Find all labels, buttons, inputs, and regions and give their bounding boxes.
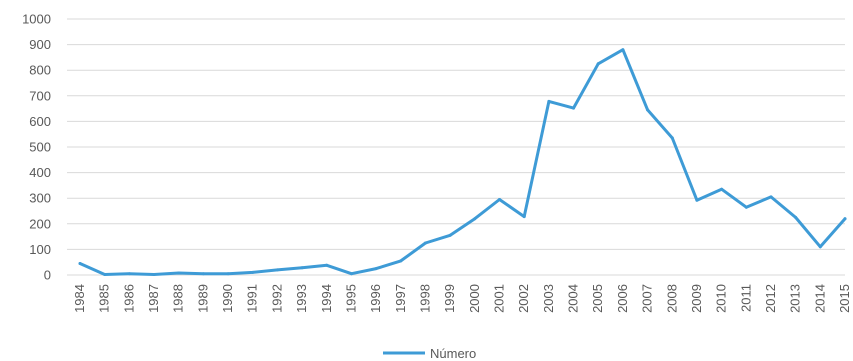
y-tick-label: 700	[29, 88, 51, 103]
x-tick-label: 1984	[72, 284, 87, 313]
x-tick-label: 1988	[171, 284, 186, 313]
y-tick-label: 300	[29, 191, 51, 206]
x-tick-label: 1998	[417, 284, 432, 313]
x-tick-label: 1986	[121, 284, 136, 313]
x-tick-label: 2000	[467, 284, 482, 313]
data-point	[844, 217, 847, 220]
data-point	[399, 259, 402, 262]
legend: Número	[383, 346, 476, 361]
y-tick-label: 900	[29, 37, 51, 52]
y-tick-label: 400	[29, 165, 51, 180]
data-point	[449, 234, 452, 237]
data-point	[572, 107, 575, 110]
data-point	[473, 217, 476, 220]
x-tick-label: 1995	[343, 284, 358, 313]
data-point	[671, 137, 674, 140]
data-point	[770, 195, 773, 198]
x-tick-label: 2003	[541, 284, 556, 313]
x-tick-label: 1989	[195, 284, 210, 313]
data-point	[350, 272, 353, 275]
legend-label: Número	[430, 346, 476, 361]
series-line-0	[80, 50, 845, 275]
data-point	[745, 206, 748, 209]
data-point	[202, 272, 205, 275]
y-tick-label: 1000	[22, 12, 51, 27]
gridlines	[67, 19, 845, 249]
x-tick-label: 1985	[97, 284, 112, 313]
x-tick-label: 1996	[368, 284, 383, 313]
x-tick-label: 2013	[788, 284, 803, 313]
x-tick-label: 2008	[664, 284, 679, 313]
data-point	[794, 216, 797, 219]
data-point	[276, 268, 279, 271]
data-point	[251, 271, 254, 274]
x-tick-label: 2014	[812, 284, 827, 313]
x-tick-label: 1990	[220, 284, 235, 313]
data-point	[621, 48, 624, 51]
x-tick-label: 2007	[640, 284, 655, 313]
x-tick-label: 2005	[590, 284, 605, 313]
data-point	[720, 188, 723, 191]
x-tick-label: 1994	[319, 284, 334, 313]
x-tick-label: 1993	[294, 284, 309, 313]
data-point	[227, 272, 230, 275]
data-point	[325, 264, 328, 267]
x-tick-label: 2011	[738, 284, 753, 312]
x-tick-label: 2015	[837, 284, 852, 313]
data-point	[424, 242, 427, 245]
data-point	[79, 262, 82, 265]
y-tick-label: 500	[29, 140, 51, 155]
y-tick-label: 800	[29, 63, 51, 78]
data-point	[597, 62, 600, 65]
data-point	[103, 273, 106, 276]
x-axis-tick-labels: 1984 1985 1986 1987 1988 1989 1990 1991 1992 1993…	[72, 284, 852, 313]
x-tick-label: 1997	[393, 284, 408, 313]
x-tick-label: 1999	[442, 284, 457, 313]
data-point	[819, 245, 822, 248]
data-point	[375, 267, 378, 270]
data-point	[177, 272, 180, 275]
data-point	[301, 266, 304, 269]
y-tick-label: 100	[29, 242, 51, 257]
data-point	[498, 198, 501, 201]
data-point	[128, 272, 131, 275]
x-tick-label: 2012	[763, 284, 778, 313]
y-axis-tick-labels: 0 100 200 300 400 500 600 700 800 900 1000	[22, 12, 51, 283]
x-tick-label: 2006	[615, 284, 630, 313]
x-tick-label: 2009	[689, 284, 704, 313]
x-tick-label: 1987	[146, 284, 161, 313]
x-tick-label: 1991	[245, 284, 260, 313]
y-tick-label: 600	[29, 114, 51, 129]
x-tick-label: 2001	[492, 284, 507, 313]
x-tick-label: 1992	[269, 284, 284, 313]
data-point	[523, 215, 526, 218]
y-tick-label: 0	[44, 268, 51, 283]
series-group	[79, 48, 847, 276]
data-point	[695, 199, 698, 202]
data-point	[153, 273, 156, 276]
data-point	[646, 108, 649, 111]
y-tick-label: 200	[29, 216, 51, 231]
data-point	[547, 100, 550, 103]
x-tick-label: 2010	[714, 284, 729, 313]
x-tick-label: 2002	[516, 284, 531, 313]
x-tick-label: 2004	[566, 284, 581, 313]
